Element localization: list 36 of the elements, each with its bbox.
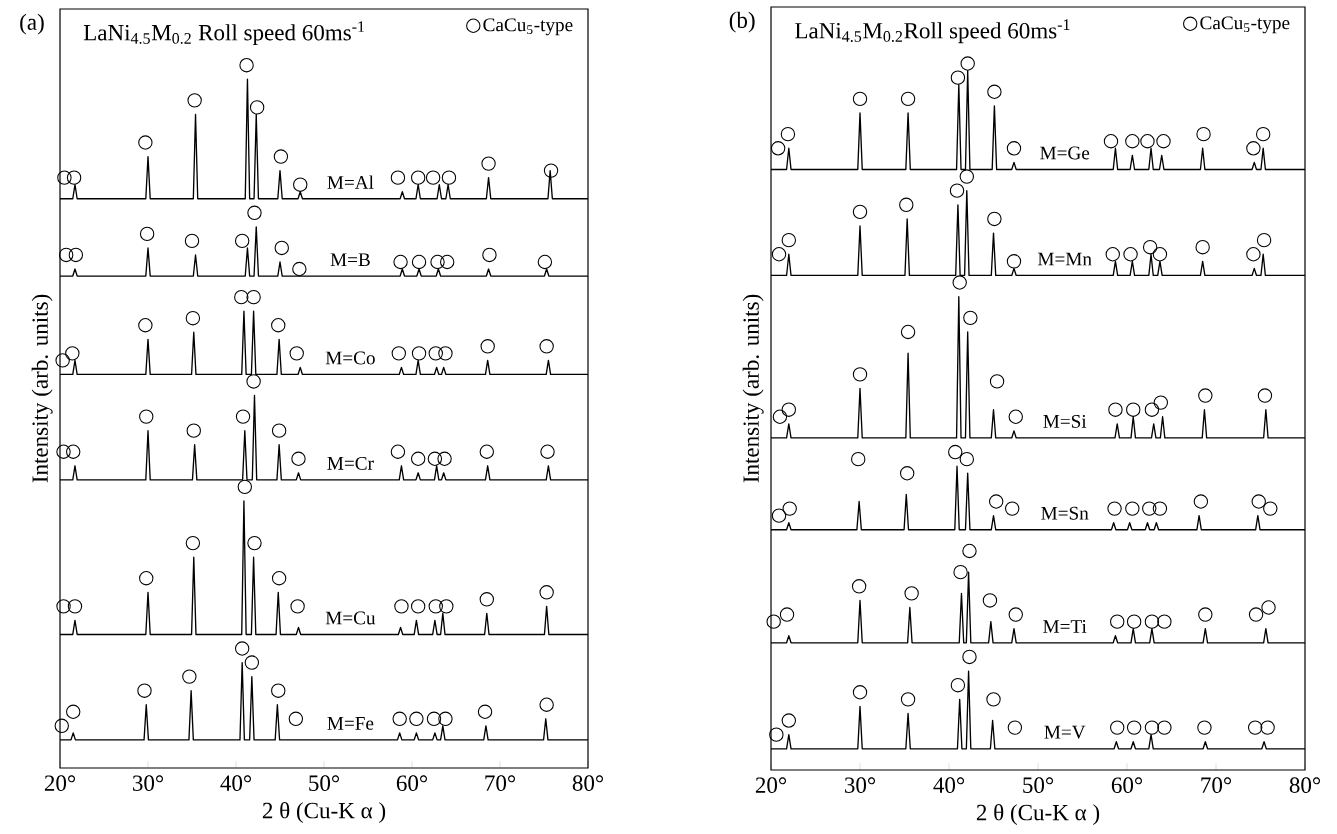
x-tick-label: 70° [1201, 777, 1232, 793]
x-tick-label: 40° [220, 775, 252, 791]
series-label: M=V [1044, 725, 1086, 739]
y-axis-title: Intensity (arb. units) [742, 294, 764, 483]
x-tick-label: 80° [1289, 777, 1321, 793]
x-tick-label: 60° [396, 775, 428, 791]
chart-title: (b) [729, 11, 755, 33]
series-label: M=Ti [1043, 620, 1087, 633]
legend-label: CaCu$_{5}$-type [483, 18, 573, 36]
x-axis-title: 2 θ (Cu-K α ) [262, 802, 386, 824]
series-label: M=Sn [1041, 506, 1089, 520]
x-tick-label: 50° [309, 775, 340, 791]
x-tick-label: 20° [44, 775, 76, 791]
x-tick-label: 40° [933, 777, 965, 793]
x-tick-label: 70° [485, 775, 516, 791]
series-label: M=Si [1043, 414, 1087, 428]
series-label: M=Al [327, 175, 374, 189]
x-tick-label: 20° [755, 777, 787, 793]
series-label: M=Fe [327, 717, 374, 730]
series-label: M=Co [325, 351, 375, 365]
x-tick-label: 60° [1111, 777, 1143, 793]
x-tick-label: 30° [132, 775, 164, 791]
legend-label: CaCu$_{5}$-type [1200, 16, 1290, 34]
series-label: M=Cr [327, 456, 374, 470]
series-label: M=B [330, 253, 370, 267]
series-label: M=Ge [1040, 146, 1090, 160]
x-tick-label: 50° [1023, 777, 1054, 793]
series-label: M=Cu [325, 611, 376, 625]
x-tick-label: 30° [844, 777, 876, 793]
chart-subtitle: LaNi$_{4.5}$M$_{0.2}$ Roll speed 60ms$^{-1}$ [83, 21, 365, 46]
chart-title: (a) [20, 13, 44, 35]
chart-subtitle: LaNi$_{4.5}$M$_{0.2}$Roll speed 60ms$^{-1}$ [795, 19, 1070, 44]
x-axis-title: 2 θ (Cu-K α ) [976, 804, 1100, 826]
y-axis-title: Intensity (arb. units) [31, 294, 53, 483]
series-label: M=Mn [1037, 252, 1092, 266]
x-tick-label: 80° [572, 775, 604, 791]
